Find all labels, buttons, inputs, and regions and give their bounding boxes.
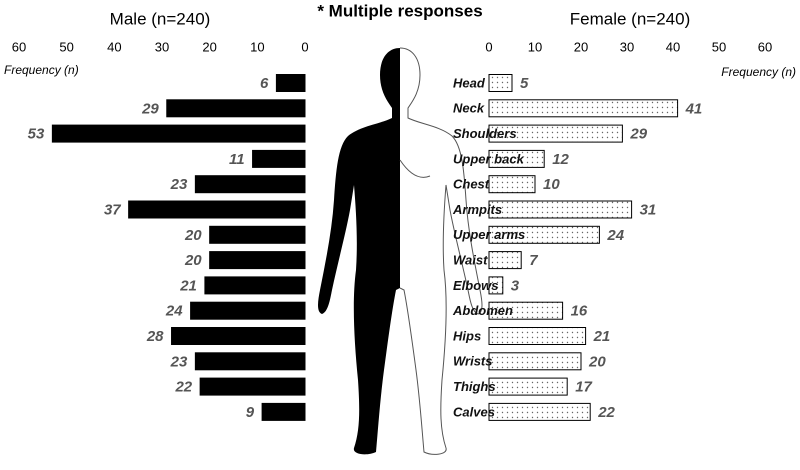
bar bbox=[488, 251, 522, 270]
x-tick-label: 40 bbox=[107, 39, 121, 54]
x-tick-label: 20 bbox=[574, 39, 588, 54]
value-label: 9 bbox=[246, 404, 255, 421]
value-label: 22 bbox=[597, 404, 615, 421]
value-label: 11 bbox=[229, 151, 245, 168]
value-label: 6 bbox=[260, 75, 269, 92]
female-title: Female (n=240) bbox=[570, 9, 690, 28]
body-silhouette bbox=[318, 47, 483, 455]
bar bbox=[166, 99, 306, 118]
x-tick-label: 30 bbox=[620, 39, 634, 54]
male-title: Male (n=240) bbox=[110, 9, 211, 28]
value-label: 23 bbox=[170, 176, 188, 193]
value-label: 16 bbox=[571, 303, 588, 320]
value-label: 20 bbox=[184, 227, 202, 244]
value-label: 23 bbox=[170, 353, 188, 370]
bar bbox=[488, 301, 564, 320]
bar bbox=[190, 301, 306, 320]
value-label: 5 bbox=[520, 75, 529, 92]
bar bbox=[488, 377, 568, 396]
value-label: 21 bbox=[179, 277, 197, 294]
bar bbox=[488, 352, 582, 371]
value-label: 12 bbox=[552, 151, 569, 168]
category-label: Waist bbox=[453, 253, 488, 268]
bar bbox=[171, 327, 306, 345]
value-label: 28 bbox=[146, 328, 164, 345]
category-label: Hips bbox=[453, 328, 481, 343]
x-tick-label: 50 bbox=[59, 39, 73, 54]
category-label: Calves bbox=[453, 404, 495, 419]
value-label: 29 bbox=[629, 126, 647, 143]
category-label: Elbows bbox=[453, 278, 499, 293]
value-label: 24 bbox=[606, 227, 624, 244]
category-label: Abdomen bbox=[452, 303, 513, 318]
bar bbox=[488, 149, 545, 168]
value-label: 21 bbox=[593, 328, 611, 345]
value-label: 20 bbox=[184, 252, 202, 269]
value-label: 17 bbox=[575, 379, 592, 396]
value-label: 29 bbox=[141, 100, 159, 117]
category-label: Upper back bbox=[453, 151, 525, 166]
bar bbox=[194, 352, 306, 371]
value-label: 24 bbox=[165, 303, 183, 320]
bar bbox=[488, 402, 591, 421]
x-tick-label: 60 bbox=[12, 39, 26, 54]
bar bbox=[204, 276, 306, 295]
category-label: Wrists bbox=[453, 354, 493, 369]
x-axis-label: Frequency (n) bbox=[721, 65, 796, 79]
category-label: Armpits bbox=[452, 202, 502, 217]
bar bbox=[209, 251, 306, 270]
bar bbox=[261, 402, 306, 421]
bar bbox=[51, 124, 306, 143]
x-tick-label: 60 bbox=[758, 39, 772, 54]
bar bbox=[488, 200, 633, 219]
x-tick-label: 20 bbox=[202, 39, 216, 54]
value-label: 41 bbox=[685, 100, 703, 117]
bar bbox=[275, 74, 306, 92]
bar bbox=[488, 327, 587, 345]
category-label: Shoulders bbox=[453, 126, 517, 141]
x-tick-label: 50 bbox=[712, 39, 726, 54]
bar bbox=[199, 377, 306, 396]
bar bbox=[194, 175, 306, 194]
x-axis-label: Frequency (n) bbox=[4, 63, 79, 77]
bar bbox=[128, 200, 306, 219]
category-label: Thighs bbox=[453, 379, 496, 394]
x-tick-label: 0 bbox=[485, 39, 492, 54]
x-tick-label: 40 bbox=[666, 39, 680, 54]
category-label: Chest bbox=[453, 177, 490, 192]
value-label: 22 bbox=[174, 379, 192, 396]
value-label: 10 bbox=[543, 176, 560, 193]
value-label: 7 bbox=[529, 252, 538, 269]
value-label: 31 bbox=[640, 201, 657, 218]
value-label: 20 bbox=[588, 353, 606, 370]
bar bbox=[209, 225, 306, 244]
bar bbox=[488, 74, 513, 92]
x-tick-label: 10 bbox=[250, 39, 264, 54]
value-label: 53 bbox=[28, 126, 45, 143]
value-label: 37 bbox=[104, 201, 121, 218]
bar bbox=[488, 99, 679, 118]
bar bbox=[252, 149, 306, 168]
bar bbox=[488, 124, 623, 143]
bar bbox=[488, 225, 600, 244]
x-tick-label: 30 bbox=[155, 39, 169, 54]
bar bbox=[488, 276, 504, 295]
chart-title: * Multiple responses bbox=[317, 1, 482, 20]
category-label: Neck bbox=[453, 101, 485, 116]
value-label: 3 bbox=[511, 277, 520, 294]
category-label: Head bbox=[453, 75, 486, 90]
bar bbox=[488, 175, 536, 194]
x-tick-label: 10 bbox=[528, 39, 542, 54]
x-tick-label: 0 bbox=[301, 39, 308, 54]
category-label: Upper arms bbox=[453, 227, 525, 242]
